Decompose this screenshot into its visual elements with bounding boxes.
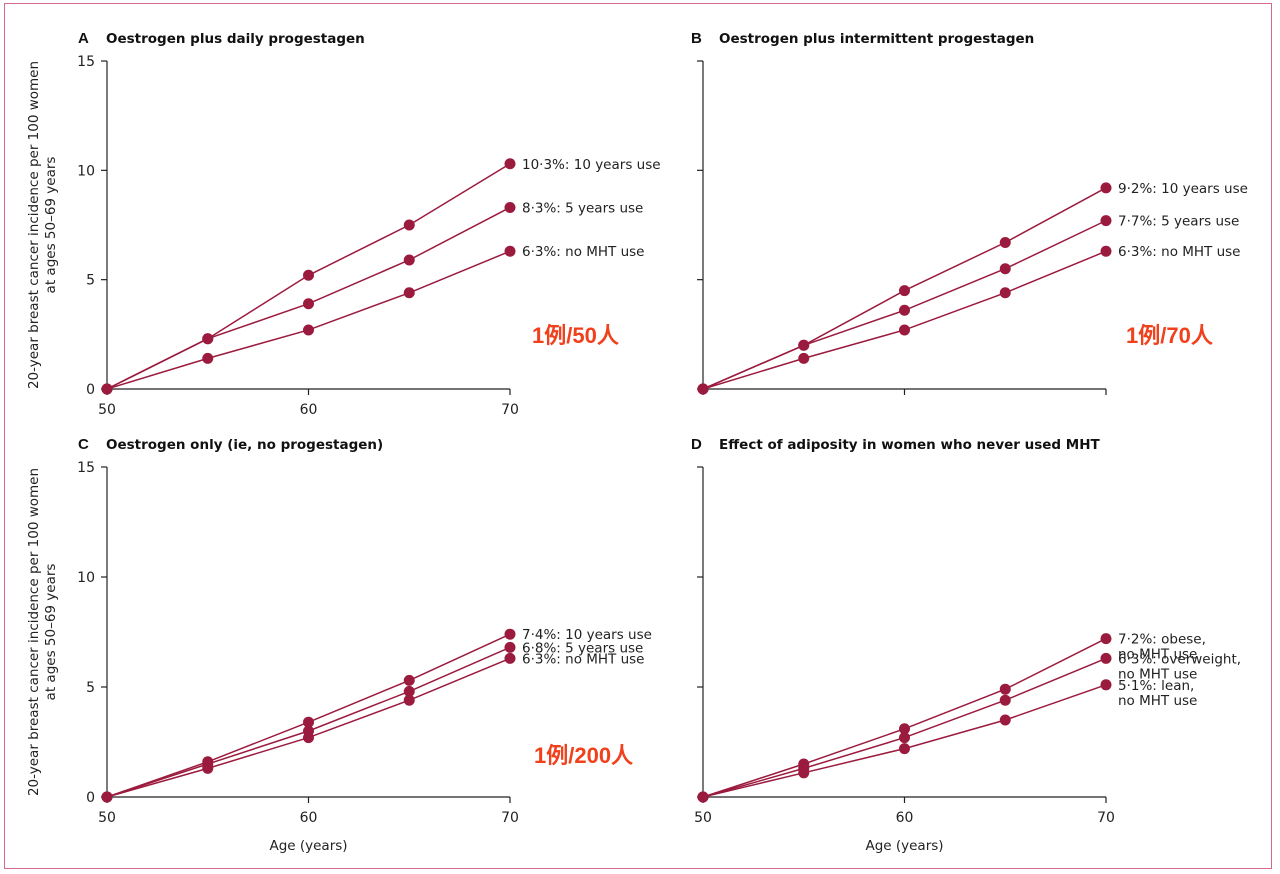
y-tick-label: 0	[86, 382, 95, 398]
series-end-label: no MHT use	[1118, 693, 1197, 709]
data-point	[1100, 679, 1112, 691]
y-tick-label: 5	[86, 273, 95, 289]
data-point	[899, 743, 910, 755]
series-end-label: 5·1%: lean,	[1118, 678, 1194, 694]
y-tick-label: 5	[86, 680, 95, 696]
x-tick-label: 50	[694, 810, 712, 826]
data-point	[403, 219, 415, 231]
data-point	[1100, 652, 1112, 664]
data-point	[403, 674, 415, 686]
panel-b-title: Oestrogen plus intermittent progestagen	[719, 31, 1034, 47]
x-tick-label: 50	[98, 402, 116, 418]
data-point	[899, 324, 910, 336]
data-point	[202, 352, 214, 364]
x-tick-label: 60	[300, 402, 318, 418]
y-axis-title-line2: at ages 50–69 years	[43, 564, 59, 701]
panel-a-letter: A	[78, 30, 89, 47]
panel-b-letter: B	[691, 30, 702, 47]
data-point	[504, 202, 516, 214]
data-point	[1100, 182, 1112, 194]
data-point	[504, 158, 516, 170]
data-point	[303, 298, 314, 310]
data-point	[999, 287, 1011, 299]
y-tick-label: 10	[77, 570, 95, 586]
x-tick-label: 60	[300, 810, 318, 826]
data-point	[798, 352, 810, 364]
x-axis-title: Age (years)	[269, 838, 347, 854]
data-point	[504, 628, 516, 640]
series-line	[106, 633, 511, 798]
incidence-note: 1例/200人	[534, 743, 633, 768]
data-point	[202, 762, 214, 774]
series-end-label: 6·3%: no MHT use	[1118, 244, 1240, 260]
y-tick-label: 15	[77, 460, 95, 476]
series-end-label: no MHT use	[1118, 647, 1197, 663]
x-tick-label: 70	[501, 810, 519, 826]
series-end-label: 10·3%: 10 years use	[522, 157, 661, 173]
data-point	[999, 683, 1011, 695]
data-point	[899, 732, 910, 744]
data-point	[202, 333, 214, 345]
y-tick-label: 15	[77, 54, 95, 70]
data-point	[899, 723, 910, 735]
panel-d-title: Effect of adiposity in women who never u…	[719, 437, 1101, 453]
series-line	[702, 250, 1107, 390]
incidence-note: 1例/50人	[532, 323, 619, 348]
data-point	[504, 245, 516, 257]
figure-frame	[4, 3, 1272, 869]
x-tick-label: 50	[98, 810, 116, 826]
data-point	[504, 652, 516, 664]
data-point	[999, 714, 1011, 726]
x-tick-label: 70	[501, 402, 519, 418]
data-point	[403, 287, 415, 299]
data-point	[697, 791, 709, 803]
series-end-label: no MHT use	[1118, 666, 1197, 682]
series-end-label: 6·3%: overweight,	[1118, 651, 1241, 667]
series-end-label: 7·7%: 5 years use	[1118, 214, 1239, 230]
data-point	[303, 716, 314, 728]
x-axis-title: Age (years)	[865, 838, 943, 854]
data-point	[504, 641, 516, 653]
y-tick-label: 10	[77, 163, 95, 179]
data-point	[1100, 215, 1112, 227]
y-axis-title-line1: 20-year breast cancer incidence per 100 …	[26, 61, 42, 389]
panel-c-title: Oestrogen only (ie, no progestagen)	[106, 437, 383, 453]
data-point	[1100, 245, 1112, 257]
data-point	[999, 263, 1011, 275]
data-point	[403, 694, 415, 706]
data-point	[798, 767, 810, 779]
data-point	[999, 694, 1011, 706]
panel-d-letter: D	[691, 436, 702, 453]
series-end-label: 7·2%: obese,	[1118, 632, 1206, 648]
series-end-label: 7·4%: 10 years use	[522, 627, 652, 643]
panel-c-letter: C	[78, 436, 89, 453]
x-tick-label: 60	[896, 810, 914, 826]
data-point	[403, 685, 415, 697]
y-tick-label: 0	[86, 790, 95, 806]
data-point	[899, 304, 910, 316]
x-tick-label: 70	[1097, 810, 1115, 826]
series-end-label: 6·3%: no MHT use	[522, 651, 644, 667]
series-end-label: 6·8%: 5 years use	[522, 640, 643, 656]
data-point	[999, 236, 1011, 248]
y-axis-title-line1: 20-year breast cancer incidence per 100 …	[26, 468, 42, 796]
data-point	[899, 285, 910, 297]
y-axis-title-line2: at ages 50–69 years	[43, 157, 59, 294]
data-point	[101, 791, 113, 803]
series-end-label: 9·2%: 10 years use	[1118, 181, 1248, 197]
data-point	[101, 383, 113, 395]
panel-a-title: Oestrogen plus daily progestagen	[106, 31, 365, 47]
series-line	[702, 637, 1107, 798]
data-point	[697, 383, 709, 395]
incidence-note: 1例/70人	[1126, 323, 1213, 348]
data-point	[403, 254, 415, 266]
data-point	[1100, 633, 1112, 645]
series-end-label: 6·3%: no MHT use	[522, 244, 644, 260]
series-end-label: 8·3%: 5 years use	[522, 201, 643, 217]
data-point	[798, 339, 810, 351]
data-point	[303, 732, 314, 744]
data-point	[303, 324, 314, 336]
data-point	[303, 269, 314, 281]
